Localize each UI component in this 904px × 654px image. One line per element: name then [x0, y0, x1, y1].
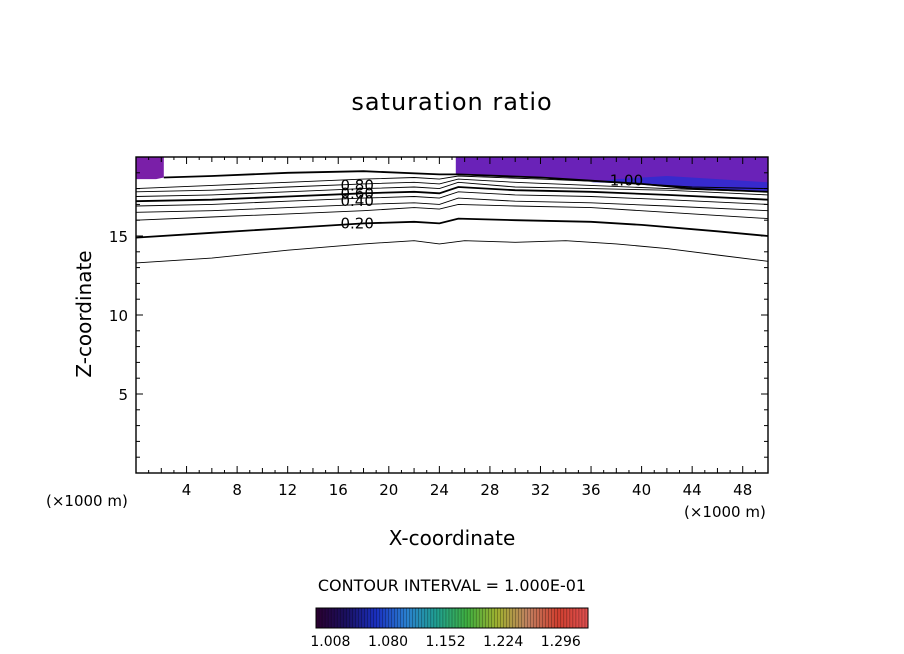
contour-line-0.3: [135, 203, 769, 221]
x-tick-label: 20: [379, 481, 398, 499]
x-tick-label: 16: [329, 481, 348, 499]
contour-line-0.5: [135, 191, 769, 207]
contour-line-1: [163, 170, 769, 193]
x-tick-label: 24: [430, 481, 449, 499]
x-tick-label: 4: [182, 481, 192, 499]
plot-frame: [135, 156, 769, 474]
x-tick-label: 36: [581, 481, 600, 499]
colorbar: 1.008 1.080 1.152 1.224 1.296: [310, 607, 589, 650]
y-axis-unit-note: (×1000 m): [46, 492, 128, 510]
colorbar-tick-label: 1.224: [483, 634, 523, 650]
contour-line-0.2: [135, 217, 769, 239]
contour-line-0.1: [135, 240, 769, 264]
contour-label: 0.20: [340, 214, 373, 232]
colorbar-tick-label: 1.008: [310, 634, 350, 650]
y-tick-label: 15: [109, 228, 128, 246]
contour-line-0.4: [135, 197, 769, 213]
x-tick-label: 8: [232, 481, 242, 499]
x-axis-ticks: 4 8 12 16 20 24 28 32 36 40 44 48: [148, 157, 756, 499]
x-tick-label: 48: [733, 481, 752, 499]
x-axis-label: X-coordinate: [388, 526, 516, 550]
x-tick-label: 32: [531, 481, 550, 499]
colorbar-frame: [315, 607, 589, 629]
chart-title: saturation ratio: [351, 88, 553, 116]
contour-line-0.7: [135, 181, 769, 197]
x-tick-label: 44: [683, 481, 702, 499]
contour-label: 1.00: [610, 172, 643, 190]
contour-labels: 0.800.600.40 0.20 1.00: [340, 172, 643, 233]
contour-lines: [135, 170, 769, 264]
colorbar-tick-label: 1.080: [368, 634, 408, 650]
contour-label: 0.60: [340, 184, 373, 202]
x-tick-label: 28: [480, 481, 499, 499]
x-axis-unit-note: (×1000 m): [684, 503, 766, 521]
y-tick-label: 10: [109, 307, 128, 325]
y-axis-label: Z-coordinate: [72, 250, 96, 378]
contour-label: 0.80: [340, 176, 373, 194]
contour-label: 0.40: [340, 192, 373, 210]
colorbar-tick-label: 1.296: [541, 634, 581, 650]
shaded-region-1: [136, 157, 164, 180]
colorbar-tick-label: 1.152: [426, 634, 466, 650]
x-tick-label: 40: [632, 481, 651, 499]
y-axis-ticks: 5 10 15: [109, 172, 768, 458]
y-tick-label: 5: [118, 386, 128, 404]
contour-line-0.6: [135, 186, 769, 203]
contour-interval-text: CONTOUR INTERVAL = 1.000E-01: [317, 576, 587, 595]
contour-line-0.8: [135, 178, 769, 193]
x-tick-label: 12: [278, 481, 297, 499]
